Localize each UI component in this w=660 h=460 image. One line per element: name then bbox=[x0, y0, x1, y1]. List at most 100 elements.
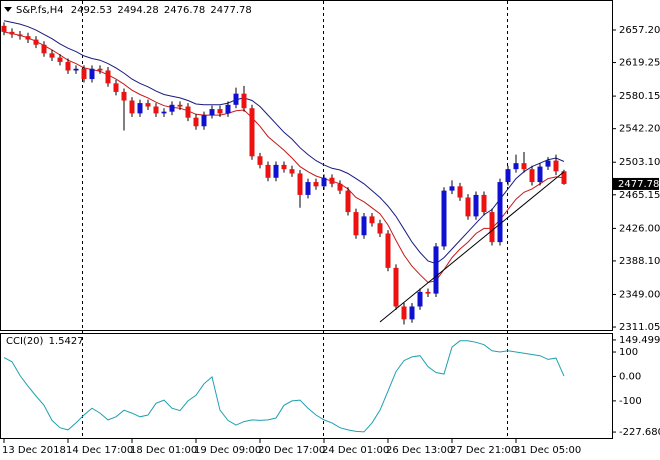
candle-body bbox=[145, 103, 151, 107]
y-tick-label: 2465.15 bbox=[619, 190, 660, 201]
candle-body bbox=[177, 104, 183, 107]
candle-body bbox=[465, 197, 471, 217]
cci-header: CCI(20) 1.5427 bbox=[6, 336, 84, 347]
x-tick-label: 19 Dec 09:00 bbox=[194, 445, 261, 456]
cci-tick-label: -227.6808 bbox=[619, 427, 660, 438]
candle-body bbox=[169, 104, 175, 112]
candle-body bbox=[545, 160, 551, 167]
candle-body bbox=[289, 169, 295, 174]
candle-body bbox=[345, 190, 351, 213]
x-tick-label: 31 Dec 05:00 bbox=[514, 445, 581, 456]
candle-body bbox=[89, 68, 95, 80]
candle-body bbox=[97, 68, 103, 71]
candle-body bbox=[401, 306, 407, 320]
candle-body bbox=[369, 216, 375, 224]
y-tick-label: 2388.10 bbox=[619, 256, 660, 267]
candle-body bbox=[113, 83, 119, 92]
cci-tick-label: 149.499 bbox=[619, 335, 660, 346]
candle-body bbox=[225, 104, 231, 114]
candle-body bbox=[17, 34, 23, 37]
candle-body bbox=[81, 68, 87, 80]
candle-body bbox=[273, 164, 279, 178]
candle-body bbox=[297, 173, 303, 195]
cci-tick-label: -100 bbox=[619, 396, 642, 407]
candle-body bbox=[1, 25, 7, 32]
x-tick-label: 27 Dec 21:00 bbox=[450, 445, 517, 456]
candle-body bbox=[73, 68, 79, 71]
candle-body bbox=[249, 108, 255, 157]
candle-body bbox=[121, 91, 127, 101]
candle-body bbox=[209, 109, 215, 116]
candle-body bbox=[185, 106, 191, 118]
candle-body bbox=[25, 36, 31, 40]
candle-body bbox=[473, 194, 479, 217]
plot-layer: 2657.20 2619.25 2580.15 2542.20 2503.10 2465.… bbox=[1, 20, 660, 456]
x-tick-label: 13 Dec 2018 bbox=[2, 445, 66, 456]
cci-tick-label: 100 bbox=[619, 347, 638, 358]
y-tick-label: 2503.10 bbox=[619, 157, 660, 168]
x-tick-label: 14 Dec 17:00 bbox=[66, 445, 133, 456]
candle-body bbox=[337, 183, 343, 191]
current-price: 2477.78 bbox=[618, 179, 659, 190]
cci-panel bbox=[0, 333, 613, 439]
candle-body bbox=[49, 53, 55, 58]
trendline bbox=[379, 171, 565, 323]
candle-body bbox=[425, 291, 431, 294]
high: 2494.28 bbox=[117, 5, 158, 16]
candle-body bbox=[497, 182, 503, 243]
x-tick-label: 26 Dec 13:00 bbox=[386, 445, 453, 456]
candle-body bbox=[433, 246, 439, 294]
candle-body bbox=[553, 160, 559, 172]
x-tick-label: 20 Dec 17:00 bbox=[258, 445, 325, 456]
candle-body bbox=[257, 156, 263, 165]
y-tick-label: 2349.00 bbox=[619, 289, 660, 300]
candle-body bbox=[9, 31, 15, 35]
candle-body bbox=[529, 169, 535, 183]
candle-body bbox=[505, 169, 511, 183]
open: 2492.53 bbox=[71, 5, 112, 16]
cci-current: 1.5427 bbox=[49, 336, 84, 347]
y-tick-label: 2580.15 bbox=[619, 91, 660, 102]
chart-header: S&P.fs,H4 2492.53 2494.28 2476.78 2477.7… bbox=[16, 5, 252, 16]
low: 2476.78 bbox=[164, 5, 205, 16]
x-tick-label: 18 Dec 01:00 bbox=[130, 445, 197, 456]
candle-body bbox=[305, 182, 311, 195]
collapse-arrow[interactable] bbox=[4, 7, 12, 12]
candle-body bbox=[137, 103, 143, 114]
candle-body bbox=[41, 44, 47, 54]
candle-body bbox=[353, 212, 359, 236]
candle-body bbox=[265, 164, 271, 178]
moving-average bbox=[3, 31, 565, 284]
candle-body bbox=[457, 186, 463, 198]
candle-body bbox=[281, 164, 287, 170]
x-tick-label: 24 Dec 01:00 bbox=[322, 445, 389, 456]
candle-body bbox=[537, 166, 543, 183]
candle-body bbox=[161, 111, 167, 114]
y-tick-label: 2619.25 bbox=[619, 58, 660, 69]
symbol: S&P.fs,H4 bbox=[16, 5, 64, 16]
candle-body bbox=[561, 171, 567, 184]
candle-body bbox=[377, 223, 383, 234]
candle-body bbox=[409, 306, 415, 320]
candle-body bbox=[385, 233, 391, 268]
candle-body bbox=[201, 115, 207, 127]
close: 2477.78 bbox=[210, 5, 251, 16]
candle-body bbox=[233, 93, 239, 105]
candle-body bbox=[153, 106, 159, 114]
candle-body bbox=[217, 109, 223, 114]
cci-title: CCI(20) bbox=[6, 336, 44, 347]
candle-body bbox=[393, 267, 399, 307]
candle-body bbox=[241, 93, 247, 109]
candle-body bbox=[441, 190, 447, 247]
cci-line bbox=[3, 340, 565, 433]
candle-body bbox=[361, 216, 367, 236]
candle-body bbox=[57, 57, 63, 62]
candle-body bbox=[481, 194, 487, 213]
price-label-box bbox=[613, 177, 659, 190]
candle-body bbox=[193, 117, 199, 127]
candle-body bbox=[129, 100, 135, 114]
moving-average bbox=[3, 20, 565, 265]
y-tick-label: 2657.20 bbox=[619, 25, 660, 36]
candle-body bbox=[321, 177, 327, 187]
